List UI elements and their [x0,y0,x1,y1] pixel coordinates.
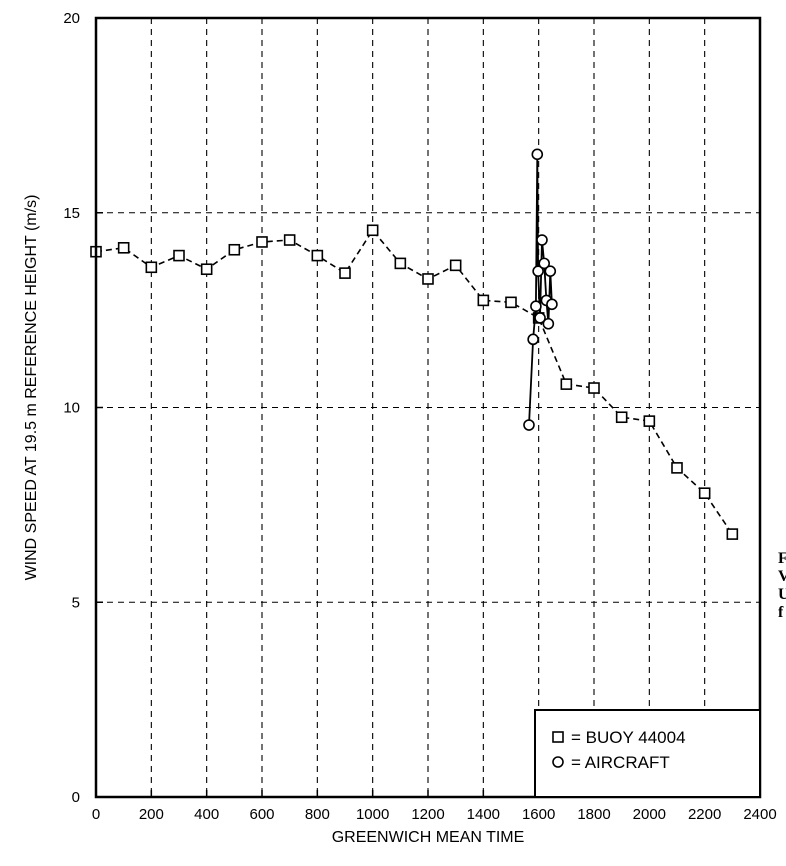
legend-circle-icon [552,756,564,768]
x-tick-label: 2000 [633,806,666,823]
side-text-char: f [778,604,784,621]
data-point-square [173,249,185,262]
data-point-square [422,273,434,285]
x-tick-label: 1400 [467,806,500,823]
data-point-square [449,259,462,272]
data-point-square [117,242,130,254]
data-point-square [311,249,324,262]
x-tick-label: 400 [194,806,219,823]
x-tick-label: 2400 [743,806,776,823]
series-aircraft [523,148,558,431]
data-point-circle [542,317,555,330]
legend-label: = BUOY 44004 [571,728,686,747]
data-point-square [588,382,600,394]
y-tick-label: 20 [63,10,80,27]
data-point-square [339,267,351,279]
data-point-square [560,378,573,390]
y-tick-label: 15 [63,205,80,222]
data-point-square [200,263,213,276]
x-tick-label: 800 [305,806,330,823]
series-line [95,228,733,535]
x-tick-label: 2200 [688,806,721,823]
data-point-square [477,294,490,307]
x-tick-label: 200 [139,806,164,823]
legend-square-icon [552,731,564,743]
data-point-square [505,296,517,309]
data-point-circle [544,265,557,277]
side-text-char: V [778,568,786,585]
x-tick-label: 1000 [356,806,389,823]
data-point-square [726,528,739,540]
data-point-circle [534,312,546,324]
x-tick-label: 1600 [522,806,555,823]
data-point-circle [538,257,551,270]
data-point-square [366,224,379,237]
x-tick-label: 0 [92,806,100,823]
data-point-square [145,261,158,274]
data-point-circle [523,419,535,431]
series-layer [90,148,739,540]
y-tick-label: 0 [72,789,80,806]
grid-lines [96,18,760,797]
data-point-circle [532,265,544,277]
data-point-square [698,487,711,499]
side-text-char: F [778,550,786,567]
data-point-square [615,411,628,424]
x-tick-label: 1800 [577,806,610,823]
series-buoy-44004 [90,224,739,540]
data-point-circle [527,333,539,346]
data-point-circle [536,234,548,246]
x-tick-label: 600 [249,806,274,823]
y-tick-label: 5 [72,594,80,611]
data-point-square [394,257,407,270]
y-axis-title: WIND SPEED AT 19.5 m REFERENCE HEIGHT (m… [23,195,40,581]
data-point-square [256,236,268,248]
data-point-square [671,462,683,474]
legend-box [534,709,761,798]
data-point-square [643,415,656,427]
data-point-square [228,243,241,256]
data-point-circle [546,298,558,311]
side-text-char: U [778,586,786,603]
data-point-circle [530,300,542,313]
data-point-circle [531,148,544,161]
legend-items: = BUOY 44004 = AIRCRAFT [552,728,686,772]
legend: = BUOY 44004 = AIRCRAFT [534,709,761,798]
y-tick-label: 10 [63,400,80,417]
series-line [528,154,553,426]
x-axis-title: GREENWICH MEAN TIME [332,829,525,846]
data-point-square [283,234,296,246]
tick-labels: 0 200 400 600 800 1000 1200 1400 1600 1800 2000 220… [63,10,776,823]
legend-label: = AIRCRAFT [571,753,670,772]
x-tick-label: 1200 [411,806,444,823]
